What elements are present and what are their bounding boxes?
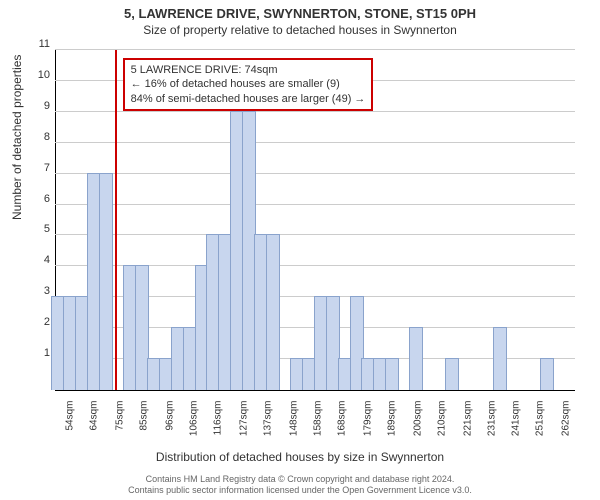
y-tick-label: 4	[30, 254, 50, 266]
x-tick-label: 262sqm	[561, 401, 572, 451]
y-tick-label: 8	[30, 131, 50, 143]
x-axis-label: Distribution of detached houses by size …	[0, 450, 600, 464]
footer-line-1: Contains HM Land Registry data © Crown c…	[0, 474, 600, 485]
chart-container: 5, LAWRENCE DRIVE, SWYNNERTON, STONE, ST…	[0, 0, 600, 500]
y-tick-label: 6	[30, 193, 50, 205]
reference-marker-line	[115, 50, 117, 390]
x-tick-label: 221sqm	[463, 401, 474, 451]
x-tick-label: 251sqm	[534, 401, 545, 451]
y-tick-label: 3	[30, 285, 50, 297]
footer-attribution: Contains HM Land Registry data © Crown c…	[0, 474, 600, 496]
histogram-bar	[99, 173, 113, 390]
chart-subtitle: Size of property relative to detached ho…	[0, 21, 600, 37]
x-tick-label: 200sqm	[413, 401, 424, 451]
histogram-bar	[409, 327, 423, 390]
y-tick-label: 5	[30, 223, 50, 235]
annotation-line-2: ← 16% of detached houses are smaller (9)	[131, 77, 366, 91]
x-tick-label: 64sqm	[88, 401, 99, 451]
x-tick-label: 96sqm	[165, 401, 176, 451]
chart-title: 5, LAWRENCE DRIVE, SWYNNERTON, STONE, ST…	[0, 0, 600, 21]
annotation-line-3: 84% of semi-detached houses are larger (…	[131, 92, 366, 106]
y-tick-label: 11	[30, 38, 50, 50]
x-tick-label: 231sqm	[487, 401, 498, 451]
x-tick-label: 179sqm	[363, 401, 374, 451]
x-tick-label: 158sqm	[313, 401, 324, 451]
x-tick-label: 210sqm	[437, 401, 448, 451]
x-tick-label: 241sqm	[510, 401, 521, 451]
histogram-bar	[445, 358, 459, 390]
histogram-bar	[266, 234, 280, 390]
y-tick-label: 9	[30, 100, 50, 112]
annotation-line-1: 5 LAWRENCE DRIVE: 74sqm	[131, 63, 366, 77]
y-axis-label: Number of detached properties	[10, 55, 24, 220]
y-tick-label: 2	[30, 316, 50, 328]
x-tick-label: 116sqm	[212, 401, 223, 451]
x-tick-label: 106sqm	[188, 401, 199, 451]
annotation-box: 5 LAWRENCE DRIVE: 74sqm ← 16% of detache…	[123, 58, 374, 111]
histogram-bar	[493, 327, 507, 390]
histogram-bar	[385, 358, 399, 390]
x-tick-label: 85sqm	[138, 401, 149, 451]
y-tick-label: 7	[30, 162, 50, 174]
y-tick-label: 1	[30, 347, 50, 359]
x-tick-label: 137sqm	[262, 401, 273, 451]
histogram-bar	[540, 358, 554, 390]
x-tick-label: 54sqm	[64, 401, 75, 451]
x-tick-label: 127sqm	[239, 401, 250, 451]
x-tick-label: 75sqm	[115, 401, 126, 451]
footer-line-2: Contains public sector information licen…	[0, 485, 600, 496]
y-tick-label: 10	[30, 69, 50, 81]
x-tick-label: 148sqm	[289, 401, 300, 451]
x-tick-label: 168sqm	[336, 401, 347, 451]
plot-area: 1234567891011 5 LAWRENCE DRIVE: 74sqm ← …	[55, 50, 575, 391]
x-tick-label: 189sqm	[386, 401, 397, 451]
